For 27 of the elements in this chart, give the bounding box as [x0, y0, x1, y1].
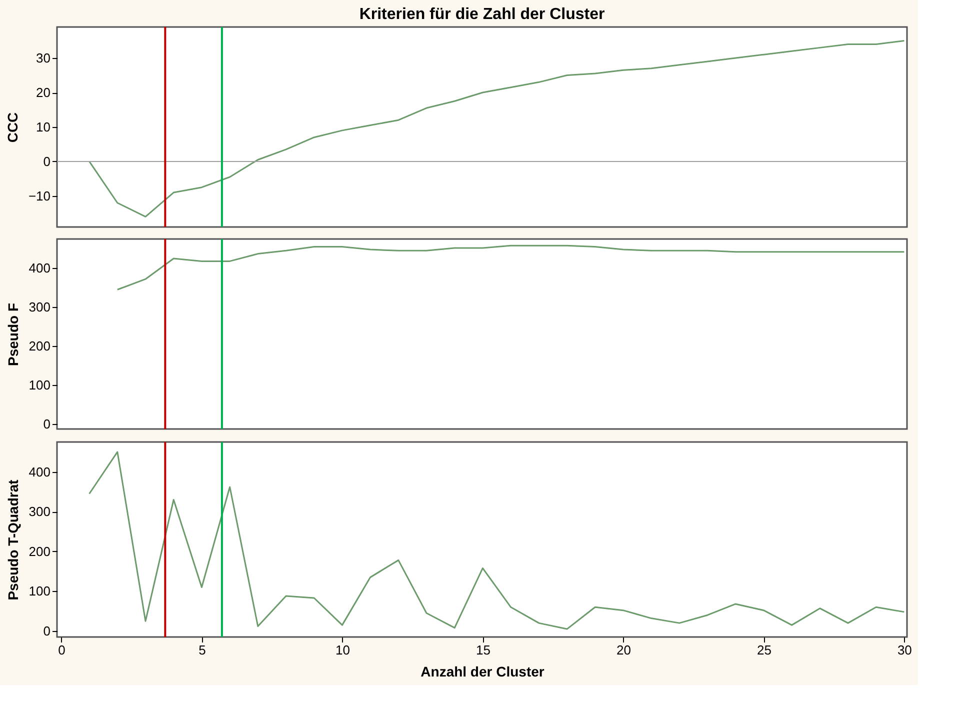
x-tick-label: 15: [476, 642, 490, 658]
x-tick-label: 20: [616, 642, 631, 658]
y-tick-label: 0: [43, 416, 50, 432]
x-tick-label: 25: [756, 642, 772, 658]
y-tick-label: −10: [28, 188, 50, 204]
y-tick-label: 100: [28, 584, 50, 599]
y-tick-label: 10: [36, 120, 50, 134]
x-tick-label: 30: [897, 642, 912, 658]
y-axis-title: Pseudo F: [4, 302, 21, 366]
chart-title: Kriterien für die Zahl der Cluster: [359, 6, 605, 23]
y-axis-title: CCC: [4, 112, 20, 143]
y-tick-label: 100: [28, 378, 50, 393]
y-tick-label: 300: [28, 504, 50, 520]
y-tick-label: 200: [28, 544, 50, 559]
y-tick-label: 30: [36, 50, 50, 66]
y-axis-title: Pseudo T-Quadrat: [4, 479, 21, 600]
x-tick-label: 10: [335, 642, 350, 658]
y-tick-label: 200: [28, 338, 50, 354]
y-tick-label: 400: [28, 464, 50, 480]
x-tick-label: 0: [58, 642, 66, 658]
y-tick-label: 0: [43, 624, 50, 639]
y-tick-label: 0: [43, 154, 50, 169]
y-tick-label: 20: [36, 85, 50, 100]
x-axis-title: Anzahl der Cluster: [420, 664, 545, 680]
y-tick-label: 400: [28, 260, 50, 276]
y-tick-label: 300: [28, 300, 50, 315]
x-tick-label: 5: [198, 642, 206, 658]
